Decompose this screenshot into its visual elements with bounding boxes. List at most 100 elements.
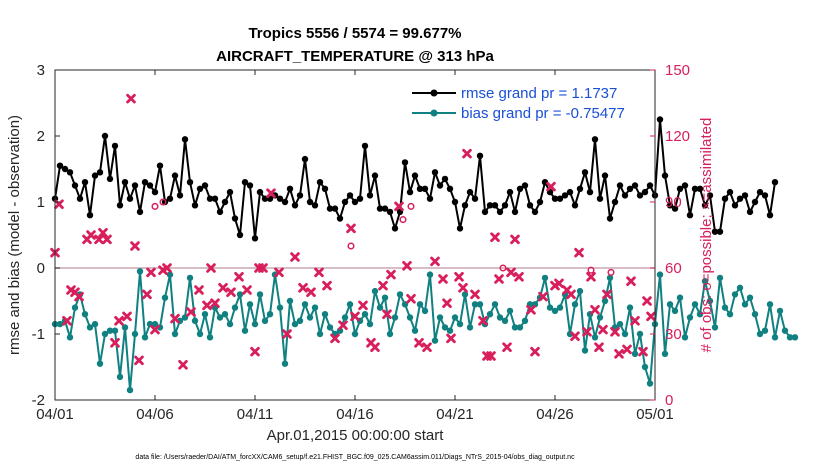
- bias-point: [661, 350, 669, 357]
- bias-point: [91, 320, 99, 328]
- rmse-point: [146, 182, 154, 189]
- rmse-point: [101, 132, 109, 140]
- obs-assimilated-marker: [638, 346, 648, 357]
- bias-point: [581, 347, 589, 354]
- y-right-tick-label: 120: [665, 128, 690, 145]
- rmse-point: [706, 192, 714, 199]
- rmse-point: [426, 195, 434, 202]
- obs-assimilated-marker: [602, 289, 612, 300]
- rmse-point: [211, 195, 219, 202]
- rmse-point: [376, 205, 384, 212]
- y-axis-left-label: rmse and bias (model - observation): [6, 115, 23, 355]
- bias-point: [421, 307, 429, 315]
- chart-title-line1: Tropics 5556 / 5574 = 99.677%: [248, 25, 461, 42]
- rmse-point: [166, 195, 174, 202]
- obs-assimilated-marker: [250, 346, 260, 357]
- bias-point: [316, 330, 324, 338]
- obs-possible-marker: [159, 198, 167, 206]
- bias-point: [341, 314, 349, 321]
- rmse-point: [716, 228, 724, 235]
- bias-point: [231, 304, 239, 311]
- rmse-point: [191, 202, 199, 209]
- rmse-point: [71, 182, 79, 189]
- obs-assimilated-marker: [130, 241, 140, 251]
- bias-point: [256, 291, 264, 298]
- rmse-point: [736, 195, 744, 202]
- rmse-point: [576, 185, 584, 192]
- bias-point: [781, 327, 789, 334]
- bias-point: [206, 334, 214, 341]
- bias-point: [706, 297, 714, 305]
- x-tick-label: 04/16: [336, 406, 374, 423]
- bias-point: [451, 314, 459, 321]
- rmse-point: [66, 169, 74, 176]
- y-axis-left-ticks: -2 -1 0 1 2 3: [32, 62, 60, 409]
- rmse-point: [666, 202, 674, 209]
- bias-point: [756, 330, 764, 338]
- rmse-point: [556, 195, 564, 202]
- rmse-point: [526, 202, 534, 209]
- rmse-point: [386, 208, 394, 216]
- bias-point: [476, 301, 484, 308]
- rmse-point: [471, 195, 479, 202]
- bias-point: [571, 301, 579, 308]
- y-right-tick-label: 0: [665, 392, 673, 409]
- rmse-point: [656, 116, 664, 123]
- bias-point: [626, 304, 634, 311]
- obs-assimilated-marker: [206, 263, 216, 273]
- rmse-point: [771, 179, 779, 186]
- bias-point: [221, 311, 229, 318]
- rmse-point: [156, 162, 164, 169]
- rmse-point: [351, 198, 359, 206]
- bias-point: [631, 350, 639, 357]
- bias-point: [291, 320, 299, 328]
- rmse-point: [431, 169, 439, 176]
- rmse-point: [161, 198, 169, 206]
- rmse-point: [296, 192, 304, 199]
- rmse-point: [616, 182, 624, 189]
- rmse-point: [291, 202, 299, 209]
- obs-assimilated-marker: [146, 267, 156, 278]
- rmse-point: [236, 231, 244, 239]
- obs-assimilated-marker: [266, 188, 276, 198]
- rmse-point: [121, 179, 129, 186]
- obs-assimilated-marker: [122, 311, 132, 322]
- bias-point: [786, 334, 794, 341]
- rmse-point: [336, 215, 344, 222]
- rmse-point: [646, 182, 654, 189]
- bias-point: [286, 297, 294, 305]
- rmse-point: [636, 192, 644, 199]
- obs-assimilated-marker: [274, 267, 284, 278]
- bias-point: [86, 324, 94, 331]
- rmse-point: [611, 198, 619, 206]
- bias-point: [121, 324, 129, 331]
- obs-assimilated-marker: [546, 181, 556, 192]
- obs-assimilated-marker: [630, 316, 640, 326]
- obs-assimilated-marker: [226, 287, 236, 297]
- obs-assimilated-marker: [422, 342, 432, 352]
- rmse-point: [676, 185, 684, 192]
- bias-point: [646, 380, 654, 387]
- obs-assimilated-marker: [494, 274, 504, 284]
- obs-assimilated-marker: [446, 333, 456, 344]
- obs-assimilated-marker: [102, 234, 112, 245]
- rmse-point: [221, 198, 229, 206]
- bias-point: [641, 363, 649, 371]
- legend-bias-marker: [430, 109, 438, 117]
- rmse-point: [686, 212, 694, 219]
- y-axis-right-ticks: 0 30 60 90 120 150: [650, 62, 690, 409]
- rmse-point: [106, 175, 114, 183]
- bias-point: [201, 311, 209, 318]
- bias-point: [491, 301, 499, 308]
- bias-point: [686, 314, 694, 321]
- bias-point: [496, 314, 504, 321]
- obs-assimilated-marker: [202, 300, 212, 311]
- obs-assimilated-marker: [358, 300, 368, 311]
- rmse-point: [506, 188, 514, 196]
- y-left-tick-label: 1: [37, 194, 45, 211]
- rmse-point: [126, 195, 134, 202]
- bias-point: [751, 311, 759, 318]
- bias-point: [656, 271, 664, 278]
- rmse-point: [256, 188, 264, 196]
- bias-point: [691, 301, 699, 308]
